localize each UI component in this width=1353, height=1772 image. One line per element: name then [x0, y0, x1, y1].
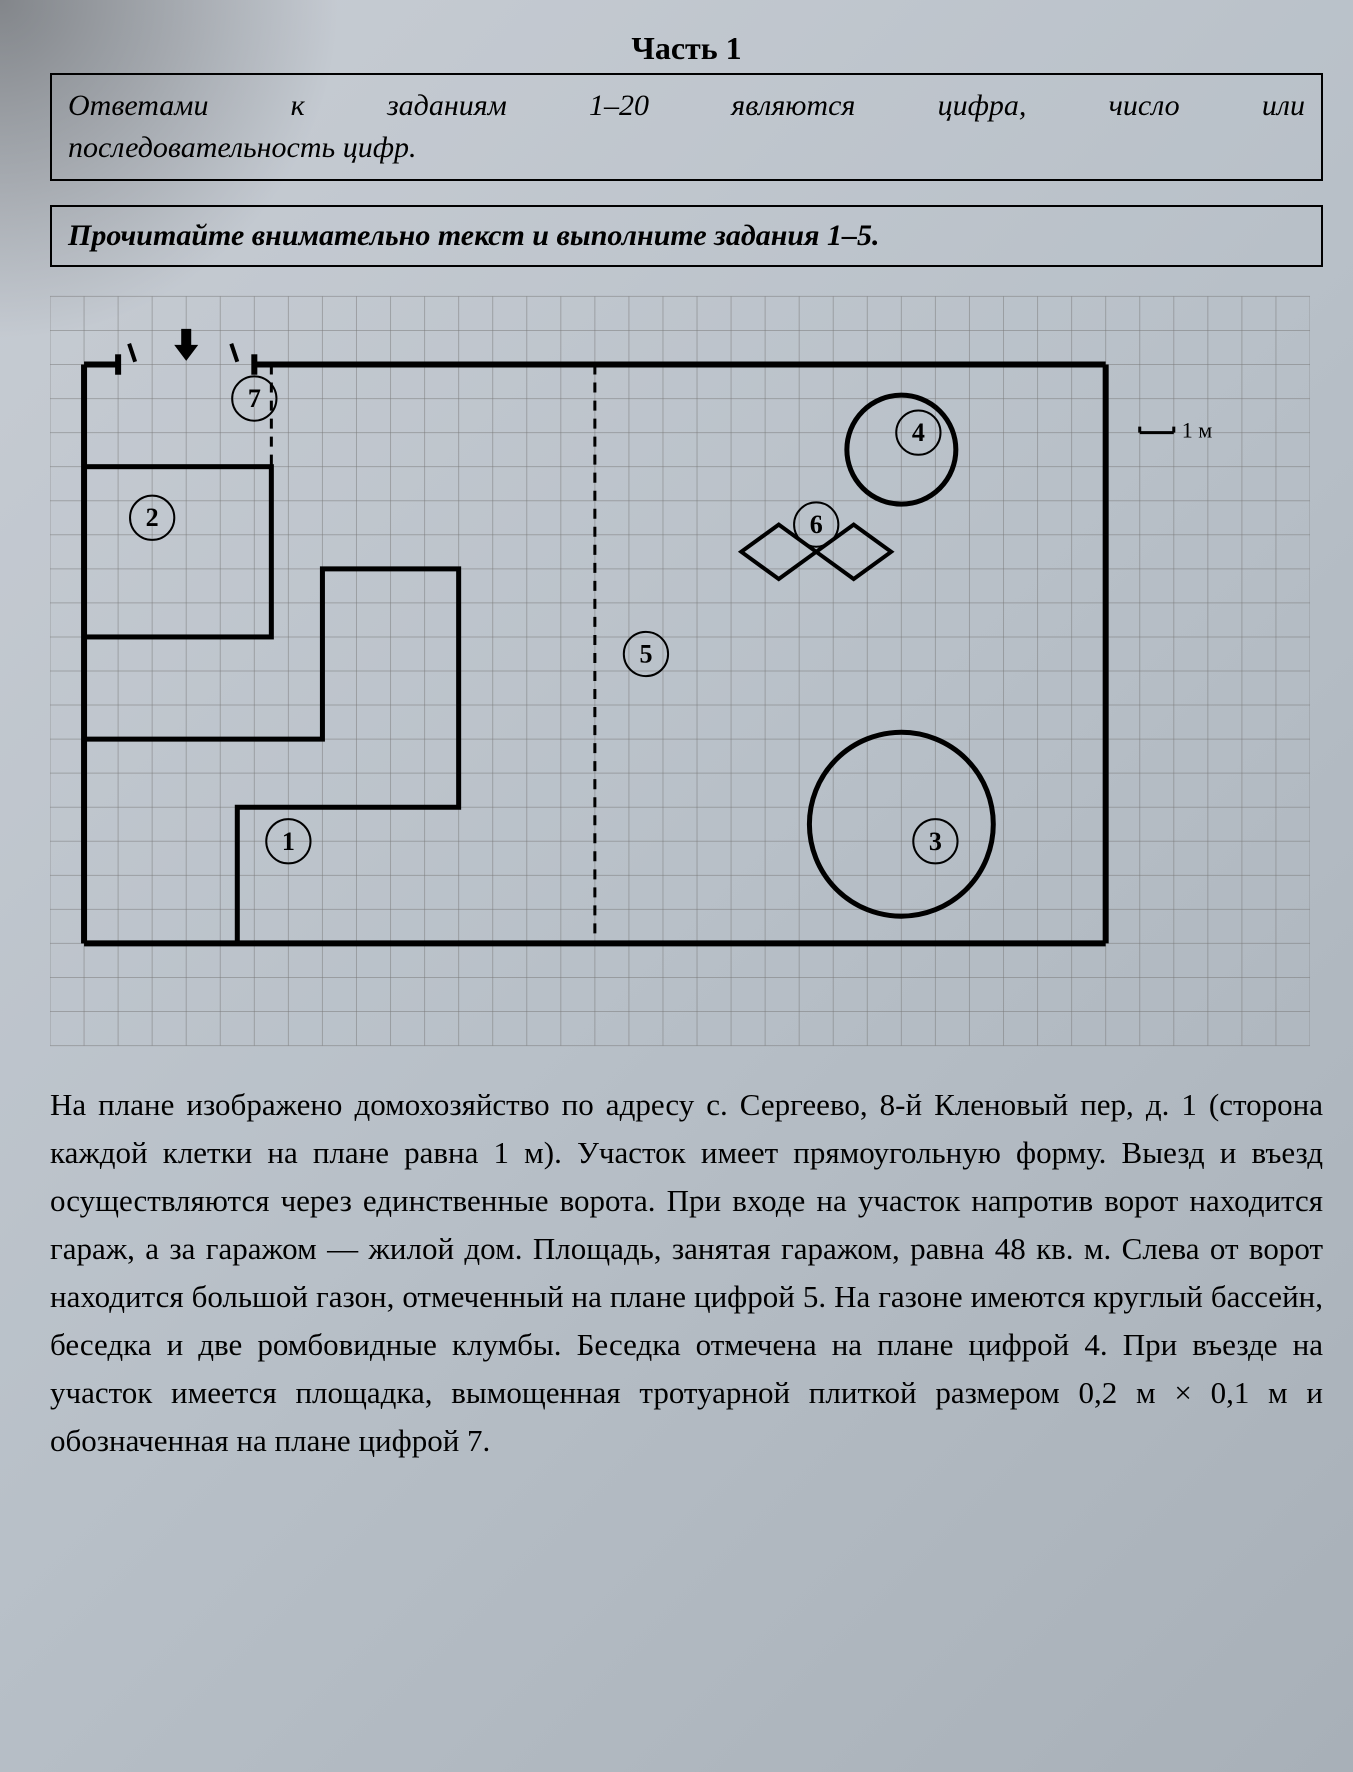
- answers-line-1: Ответами к заданиям 1–20 являются цифра,…: [68, 85, 1305, 127]
- flowerbeds-6-right: [816, 525, 891, 579]
- task-body-text: На плане изображено домохозяйство по адр…: [50, 1081, 1323, 1465]
- page: Часть 1 Ответами к заданиям 1–20 являютс…: [0, 0, 1353, 1772]
- plot-svg: 1 2 3 4 5 6 7 1 м: [50, 291, 1310, 1051]
- part-title: Часть 1: [50, 30, 1323, 67]
- gate-tick: [231, 344, 237, 362]
- svg-text:6: 6: [810, 510, 823, 539]
- svg-text:1: 1: [282, 827, 295, 856]
- gate-arrow-main: [174, 329, 198, 361]
- svg-text:5: 5: [639, 639, 652, 668]
- svg-text:7: 7: [248, 384, 261, 413]
- label-6: 6: [794, 502, 838, 546]
- svg-text:4: 4: [912, 418, 925, 447]
- answers-instruction-box: Ответами к заданиям 1–20 являются цифра,…: [50, 73, 1323, 181]
- label-5: 5: [624, 632, 668, 676]
- garage-box-2: [84, 467, 271, 637]
- scale-label: 1 м: [1182, 418, 1213, 443]
- plot-diagram: 1 2 3 4 5 6 7 1 м: [50, 291, 1310, 1051]
- svg-text:3: 3: [929, 827, 942, 856]
- svg-text:2: 2: [146, 503, 159, 532]
- gate-tick: [129, 344, 135, 362]
- answers-line-2: последовательность цифр.: [68, 127, 1305, 169]
- read-task-box: Прочитайте внимательно текст и выполните…: [50, 205, 1323, 267]
- flowerbeds-6-left: [741, 525, 816, 579]
